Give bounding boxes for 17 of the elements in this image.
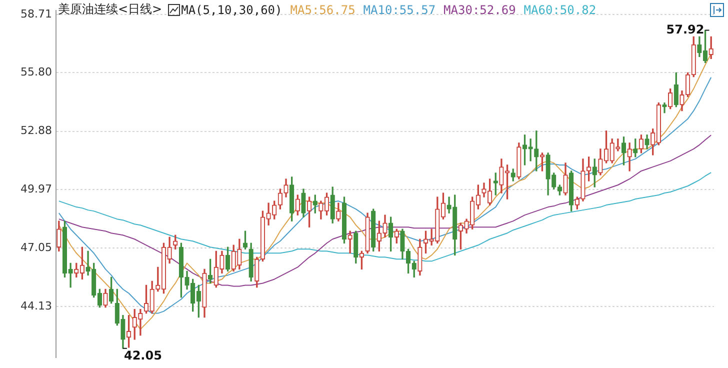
text: MA5:56.75 <box>290 2 356 16</box>
y-tick-label: 55.80 <box>20 66 52 79</box>
text: MA10:55.57 <box>363 2 436 16</box>
chart-title: 美原油连续<日线> <box>58 1 162 18</box>
candlestick <box>86 250 90 276</box>
annotation: 57.92 <box>666 22 704 36</box>
candlestick <box>138 308 143 336</box>
legend-title: MA(5,10,30,60) <box>181 2 282 16</box>
candlestick <box>348 230 352 254</box>
y-tick-label: 52.88 <box>20 124 52 138</box>
y-tick-label: 47.05 <box>20 241 52 254</box>
text: MA60:50.82 <box>524 2 596 16</box>
y-tick-label: 44.13 <box>20 300 52 313</box>
text: MA30:52.69 <box>444 2 516 16</box>
annotation: 42.05 <box>124 348 162 363</box>
y-tick-label: 49.97 <box>20 182 52 196</box>
y-tick-label: 58.71 <box>20 7 52 20</box>
